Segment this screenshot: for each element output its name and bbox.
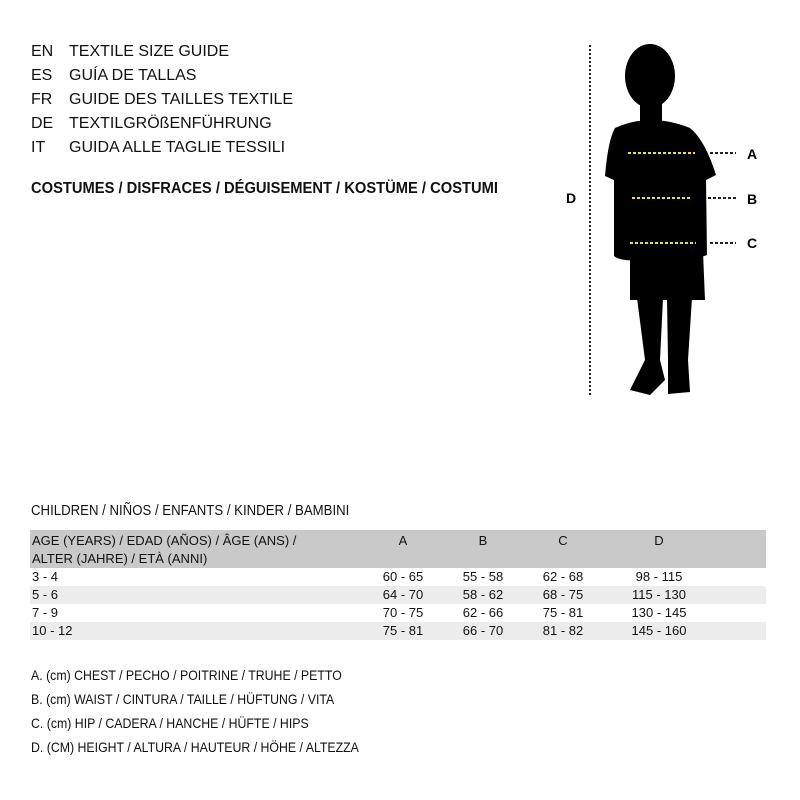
lang-code: FR: [31, 91, 53, 108]
cell: 62 - 66: [462, 605, 504, 620]
col-header-a: A: [362, 530, 442, 568]
label-a: A: [747, 146, 757, 162]
cell: 115 - 130: [602, 586, 714, 604]
spacer: [714, 568, 766, 586]
label-b: B: [747, 191, 757, 207]
spacer: [714, 530, 766, 568]
cell: 98 - 115: [635, 569, 683, 584]
lang-title: GUIDE DES TAILLES TEXTILE: [69, 91, 294, 108]
col-header-d: D: [602, 530, 714, 568]
title-en: EN TEXTILE SIZE GUIDE: [31, 40, 229, 64]
age-cell: 7 - 9: [32, 605, 59, 620]
col-header-c: C: [522, 530, 602, 568]
table-header: AGE (YEARS) / EDAD (AÑOS) / ÂGE (ANS) / A…: [30, 530, 766, 568]
age-cell: 3 - 4: [32, 569, 59, 584]
cell: 75 - 81: [362, 622, 442, 640]
cell: 145 - 160: [602, 622, 714, 640]
table-caption: CHILDREN / NIÑOS / ENFANTS / KINDER / BA…: [31, 502, 350, 519]
legend-d: D. (CM) HEIGHT / ALTURA / HAUTEUR / HÖHE…: [31, 739, 359, 755]
age-header-line: ALTER (JAHRE) / ETÀ (ANNI): [32, 551, 208, 566]
age-header-line: AGE (YEARS) / EDAD (AÑOS) / ÂGE (ANS) /: [32, 533, 297, 548]
cell: 58 - 62: [442, 586, 522, 604]
lang-title: TEXTILE SIZE GUIDE: [69, 43, 230, 60]
spacer: [714, 604, 766, 622]
lang-code: EN: [31, 43, 54, 60]
lang-title: GUIDA ALLE TAGLIE TESSILI: [69, 139, 286, 156]
cell: 75 - 81: [542, 605, 584, 620]
title-fr: FR GUIDE DES TAILLES TEXTILE: [31, 88, 293, 112]
title-it: IT GUIDA ALLE TAGLIE TESSILI: [31, 136, 285, 160]
lang-code: IT: [31, 139, 46, 156]
lang-code: ES: [31, 67, 53, 84]
cell: 68 - 75: [522, 586, 602, 604]
child-silhouette: [605, 44, 716, 395]
spacer: [714, 622, 766, 640]
col-header-b: B: [442, 530, 522, 568]
lang-code: DE: [31, 115, 54, 132]
table-row: 7 - 9 70 - 75 62 - 66 75 - 81 130 - 145: [30, 604, 766, 622]
cell: 70 - 75: [382, 605, 424, 620]
age-cell: 10 - 12: [30, 622, 362, 640]
cell: 81 - 82: [522, 622, 602, 640]
size-table: AGE (YEARS) / EDAD (AÑOS) / ÂGE (ANS) / A…: [30, 530, 766, 640]
cell: 66 - 70: [442, 622, 522, 640]
label-d: D: [566, 190, 576, 206]
title-es: ES GUÍA DE TALLAS: [31, 64, 196, 88]
title-de: DE TEXTILGRÖßENFÜHRUNG: [31, 112, 272, 136]
category-heading: COSTUMES / DISFRACES / DÉGUISEMENT / KOS…: [31, 180, 498, 197]
spacer: [714, 586, 766, 604]
table-row: 3 - 4 60 - 65 55 - 58 62 - 68 98 - 115: [30, 568, 766, 586]
label-c: C: [747, 235, 757, 251]
table-row: 10 - 12 75 - 81 66 - 70 81 - 82 145 - 160: [30, 622, 766, 640]
cell: 130 - 145: [631, 605, 687, 620]
lang-title: TEXTILGRÖßENFÜHRUNG: [69, 115, 272, 132]
child-silhouette-figure: D A B C: [566, 44, 757, 395]
lang-title: GUÍA DE TALLAS: [69, 67, 197, 84]
age-header: AGE (YEARS) / EDAD (AÑOS) / ÂGE (ANS) / A…: [30, 530, 362, 568]
table-row: 5 - 6 64 - 70 58 - 62 68 - 75 115 - 130: [30, 586, 766, 604]
cell: 55 - 58: [462, 569, 504, 584]
legend-a: A. (cm) CHEST / PECHO / POITRINE / TRUHE…: [31, 667, 342, 683]
cell: 64 - 70: [362, 586, 442, 604]
cell: 60 - 65: [382, 569, 424, 584]
legend-b: B. (cm) WAIST / CINTURA / TAILLE / HÜFTU…: [31, 691, 335, 707]
age-cell: 5 - 6: [30, 586, 362, 604]
cell: 62 - 68: [542, 569, 584, 584]
legend-c: C. (cm) HIP / CADERA / HANCHE / HÜFTE / …: [31, 715, 309, 731]
